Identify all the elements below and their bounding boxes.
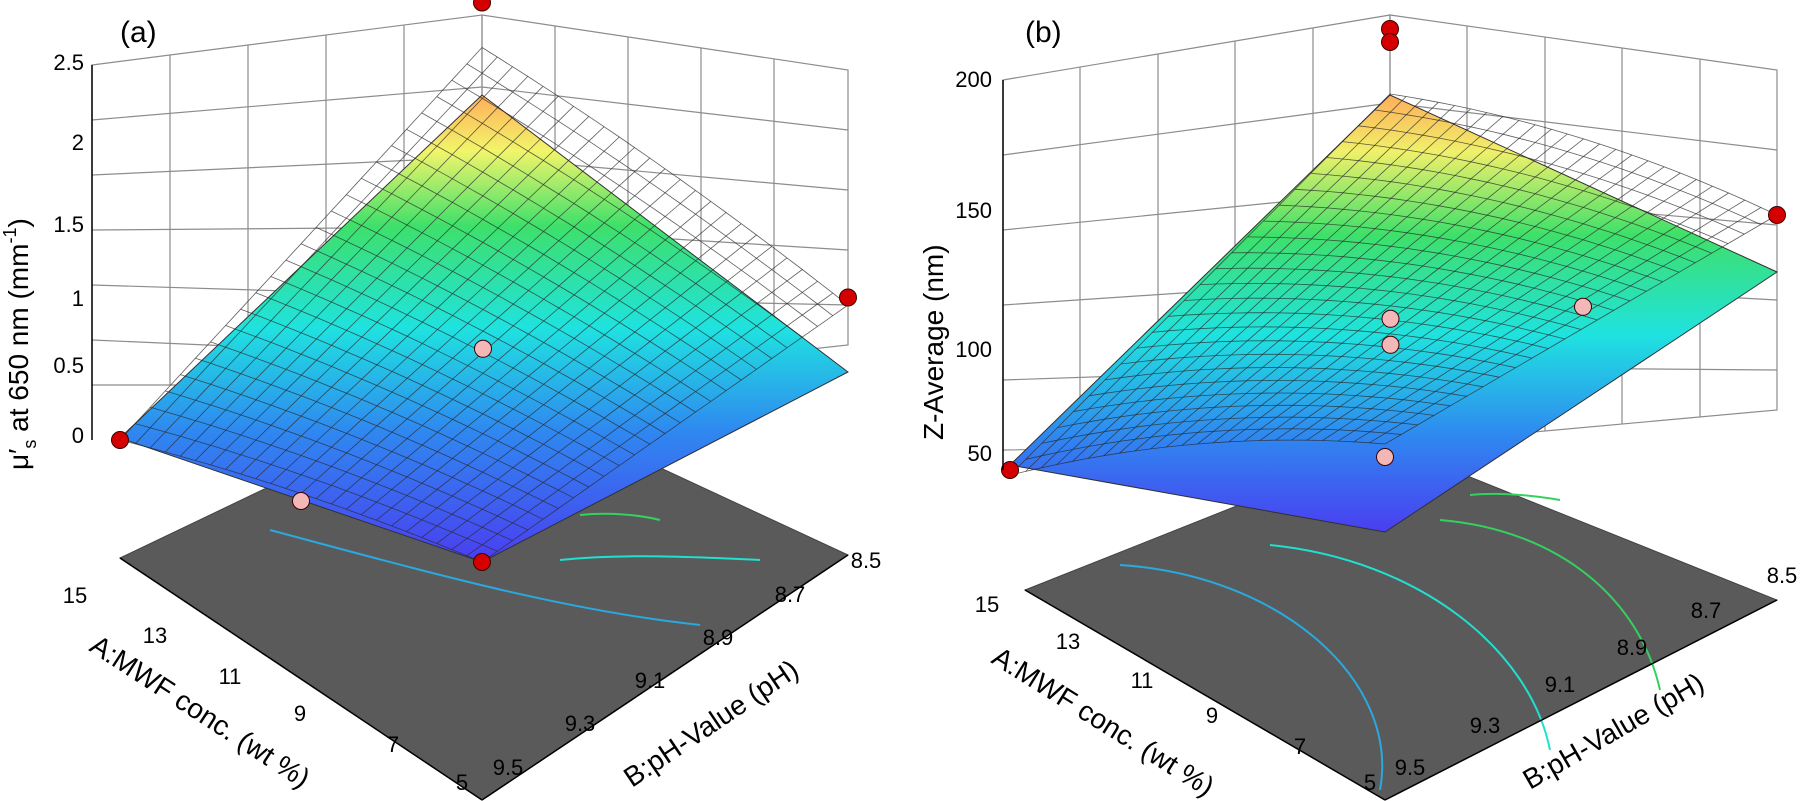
design-point bbox=[1768, 206, 1786, 224]
y-tick: 8.5 bbox=[1767, 563, 1798, 588]
x-tick: 11 bbox=[1131, 668, 1154, 693]
design-point bbox=[473, 0, 491, 12]
x-tick: 7 bbox=[387, 732, 399, 757]
x-tick: 5 bbox=[1364, 770, 1376, 795]
panel-a-label: (a) bbox=[120, 16, 157, 49]
z-tick: 200 bbox=[955, 67, 992, 92]
mesh-line-b bbox=[466, 63, 834, 317]
panel-b-y-ticks: 9.5 9.3 9.1 8.9 8.7 8.5 bbox=[1395, 563, 1798, 780]
mesh-line-a bbox=[481, 304, 849, 563]
y-tick: 9.3 bbox=[565, 711, 596, 736]
z-tick: 2 bbox=[72, 130, 84, 155]
panel-b-label: (b) bbox=[1025, 16, 1062, 49]
design-point bbox=[473, 553, 491, 571]
mesh-line-b bbox=[481, 47, 849, 306]
x-tick: 13 bbox=[143, 623, 167, 648]
y-tick: 9.3 bbox=[1470, 713, 1501, 738]
z-label-sup: -1 bbox=[0, 228, 20, 244]
panel-b-axis-lines bbox=[1002, 80, 1778, 801]
panel-a-design-points bbox=[111, 0, 857, 571]
z-label-sub: s bbox=[20, 440, 40, 449]
y-tick: 9.1 bbox=[1545, 672, 1576, 697]
mesh-line-b bbox=[1358, 125, 1745, 235]
y-tick: 8.9 bbox=[703, 625, 734, 650]
design-point bbox=[474, 339, 492, 358]
panel-a-z-ticks: 0 0.5 1 1.5 2 2.5 bbox=[53, 50, 84, 448]
panel-b: (b) 50 100 150 200 Z-Average (nm) 15 13 … bbox=[918, 14, 1798, 801]
mesh-line-a bbox=[436, 269, 803, 544]
y-tick: 8.7 bbox=[1691, 598, 1722, 623]
mesh-line-b bbox=[1389, 93, 1778, 216]
mesh-line-a bbox=[1353, 199, 1746, 443]
mesh-line-b bbox=[1342, 141, 1729, 244]
z-label-mu: μ bbox=[3, 454, 34, 470]
z-tick: 100 bbox=[955, 337, 992, 362]
design-point bbox=[1381, 309, 1400, 328]
panel-a-axis-lines bbox=[91, 65, 849, 801]
panel-a-floor-contours bbox=[269, 512, 761, 626]
design-point bbox=[111, 431, 129, 449]
mesh-line-b bbox=[451, 79, 818, 327]
design-point bbox=[1381, 335, 1400, 354]
x-tick: 13 bbox=[1056, 629, 1080, 654]
panel-a-surface-mesh bbox=[119, 47, 849, 563]
y-tick: 8.7 bbox=[775, 582, 806, 607]
x-tick: 9 bbox=[1206, 703, 1218, 728]
z-tick: 150 bbox=[955, 198, 992, 223]
design-point bbox=[292, 492, 310, 510]
mesh-line-a bbox=[1369, 207, 1762, 444]
panel-a: (a) 0 0.5 1 1.5 2 2.5 μ′s at 650 nm (mm-… bbox=[0, 0, 882, 801]
design-point bbox=[1001, 461, 1019, 479]
x-tick: 7 bbox=[1294, 734, 1306, 759]
panel-a-z-label: μ′s at 650 nm (mm-1) bbox=[0, 218, 40, 470]
design-point bbox=[1376, 448, 1394, 466]
z-label-end: ) bbox=[3, 218, 34, 227]
mesh-line-b bbox=[436, 96, 803, 338]
mesh-line-b bbox=[421, 112, 788, 349]
design-point bbox=[839, 288, 857, 307]
z-tick: 50 bbox=[968, 441, 992, 466]
y-tick: 9.5 bbox=[1395, 755, 1426, 780]
mesh-line-a bbox=[451, 280, 818, 550]
y-tick: 8.9 bbox=[1617, 635, 1648, 660]
panel-b-floor-contours bbox=[1119, 492, 1661, 791]
z-tick: 1 bbox=[72, 286, 84, 311]
design-point bbox=[1574, 297, 1592, 316]
mesh-line-a bbox=[466, 292, 834, 557]
x-tick: 11 bbox=[219, 664, 242, 689]
panel-a-surface bbox=[119, 94, 849, 563]
panel-b-z-label: Z-Average (nm) bbox=[918, 244, 949, 440]
x-tick: 15 bbox=[975, 592, 999, 617]
y-tick: 9.1 bbox=[635, 668, 666, 693]
panel-b-x-ticks: 15 13 11 9 7 5 bbox=[975, 592, 1376, 795]
panel-b-z-ticks: 50 100 150 200 bbox=[955, 67, 992, 466]
z-tick: 1.5 bbox=[53, 212, 84, 237]
x-tick: 9 bbox=[294, 701, 306, 726]
x-tick: 5 bbox=[456, 770, 468, 795]
panel-a-x-ticks: 15 13 11 9 7 5 bbox=[63, 583, 468, 795]
z-tick: 2.5 bbox=[53, 50, 84, 75]
mesh-line-a bbox=[1337, 192, 1729, 442]
y-tick: 9.5 bbox=[493, 755, 524, 780]
z-tick: 0 bbox=[72, 423, 84, 448]
panel-b-design-points bbox=[1001, 20, 1786, 479]
design-point bbox=[1381, 33, 1399, 51]
panel-b-surface-mesh bbox=[1009, 93, 1778, 476]
z-label-prime: ′ bbox=[3, 449, 34, 454]
mesh-line-b bbox=[1326, 157, 1712, 254]
z-label-text: at 650 nm (mm bbox=[3, 244, 34, 440]
y-tick: 8.5 bbox=[851, 548, 882, 573]
x-tick: 15 bbox=[63, 583, 87, 608]
panel-a-y-ticks: 9.5 9.3 9.1 8.9 8.7 8.5 bbox=[493, 548, 882, 780]
mesh-line-a bbox=[1384, 214, 1778, 445]
mesh-line-b bbox=[1374, 109, 1761, 225]
z-tick: 0.5 bbox=[53, 353, 84, 378]
